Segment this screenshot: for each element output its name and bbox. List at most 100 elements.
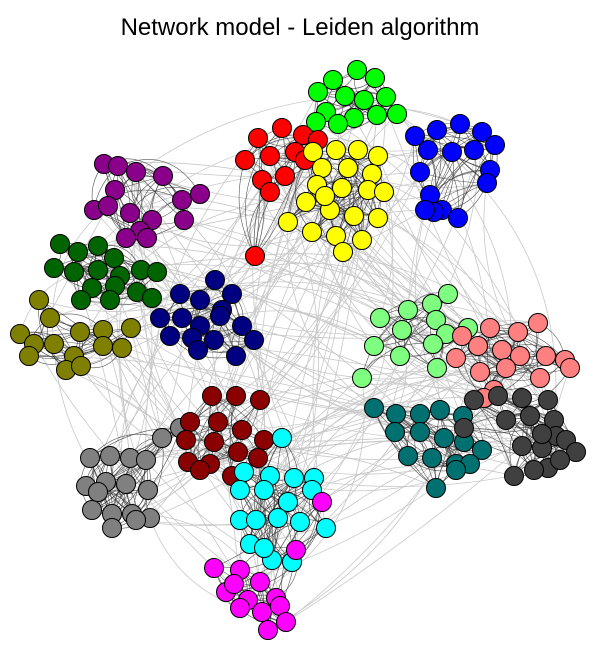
node-green	[387, 104, 407, 124]
intra-edge-purple	[117, 159, 201, 195]
node-green	[323, 70, 343, 90]
inter-edge	[140, 269, 521, 380]
node-yellow	[348, 140, 368, 160]
node-green	[335, 86, 355, 106]
node-yellow	[303, 142, 323, 162]
node-salmon	[560, 358, 580, 378]
inter-edge	[145, 446, 437, 489]
node-blue	[464, 140, 484, 160]
node-olive	[93, 336, 113, 356]
community-olive	[10, 290, 141, 380]
node-blue	[448, 208, 468, 228]
node-teal	[385, 422, 405, 442]
node-teal	[472, 440, 492, 460]
node-blue	[415, 200, 435, 220]
intra-edge-red	[254, 159, 306, 257]
node-navy	[232, 316, 252, 336]
node-dark-gray	[488, 386, 508, 406]
node-yellow	[368, 146, 388, 166]
node-dark-gray	[504, 466, 524, 486]
node-dark-green	[88, 236, 108, 256]
node-light-green	[390, 346, 410, 366]
node-navy	[204, 330, 224, 350]
node-blue	[442, 142, 462, 162]
inter-edge	[103, 162, 547, 357]
node-olive	[70, 322, 90, 342]
node-cyan	[246, 510, 266, 530]
node-maroon	[228, 442, 248, 462]
community-dark-green	[44, 234, 167, 310]
intra-edge-magenta	[213, 501, 323, 569]
node-maroon	[202, 386, 222, 406]
node-yellow	[333, 242, 353, 262]
node-green	[376, 87, 396, 107]
node-salmon	[452, 326, 472, 346]
node-salmon	[492, 340, 512, 360]
node-magenta	[224, 574, 244, 594]
node-purple	[108, 156, 128, 176]
node-light-green	[392, 320, 412, 340]
node-maroon	[232, 420, 252, 440]
node-salmon	[528, 313, 548, 333]
node-red	[275, 166, 295, 186]
node-green	[354, 90, 374, 110]
intra-edge-red	[254, 137, 261, 257]
node-salmon	[468, 336, 488, 356]
node-yellow	[326, 140, 346, 160]
node-magenta	[286, 540, 306, 560]
node-olive	[10, 324, 30, 344]
node-teal	[422, 448, 442, 468]
node-magenta	[258, 620, 278, 640]
node-gray	[126, 510, 146, 530]
node-blue	[427, 120, 447, 140]
node-navy	[226, 346, 246, 366]
node-navy	[160, 326, 180, 346]
node-dark-gray	[512, 388, 532, 408]
node-purple	[172, 190, 192, 210]
community-dark-gray	[454, 386, 586, 486]
community-green	[306, 60, 407, 134]
node-yellow	[315, 186, 335, 206]
node-gray	[152, 428, 172, 448]
node-yellow	[302, 222, 322, 242]
community-salmon	[446, 313, 580, 408]
node-gray	[100, 446, 120, 466]
node-dark-gray	[566, 442, 586, 462]
intra-edge-dark-gray	[463, 427, 567, 454]
node-maroon	[180, 412, 200, 432]
node-green	[347, 60, 367, 80]
inter-edge	[102, 345, 181, 429]
node-maroon	[208, 412, 228, 432]
node-magenta	[276, 612, 296, 632]
intra-edge-red	[238, 159, 256, 257]
node-light-green	[370, 308, 390, 328]
community-maroon	[176, 386, 274, 486]
node-yellow	[368, 208, 388, 228]
community-blue	[405, 114, 505, 228]
node-blue	[485, 135, 505, 155]
node-teal	[410, 404, 430, 424]
inter-edge	[299, 191, 394, 523]
inter-edge	[199, 469, 297, 551]
community-nodes	[10, 60, 586, 640]
node-purple	[153, 166, 173, 186]
node-salmon	[496, 358, 516, 378]
node-cyan	[268, 508, 288, 528]
node-navy	[244, 330, 264, 350]
node-gray	[116, 474, 136, 494]
node-light-green	[423, 334, 443, 354]
node-red	[248, 128, 268, 148]
node-light-green	[398, 300, 418, 320]
node-blue	[418, 140, 438, 160]
node-green	[328, 114, 348, 134]
node-green	[308, 82, 328, 102]
node-olive	[19, 346, 39, 366]
node-gray	[88, 482, 108, 502]
node-teal	[426, 478, 446, 498]
node-dark-gray	[532, 424, 552, 444]
node-dark-green	[142, 288, 162, 308]
node-teal	[446, 460, 466, 480]
node-salmon	[480, 318, 500, 338]
node-yellow	[352, 230, 372, 250]
